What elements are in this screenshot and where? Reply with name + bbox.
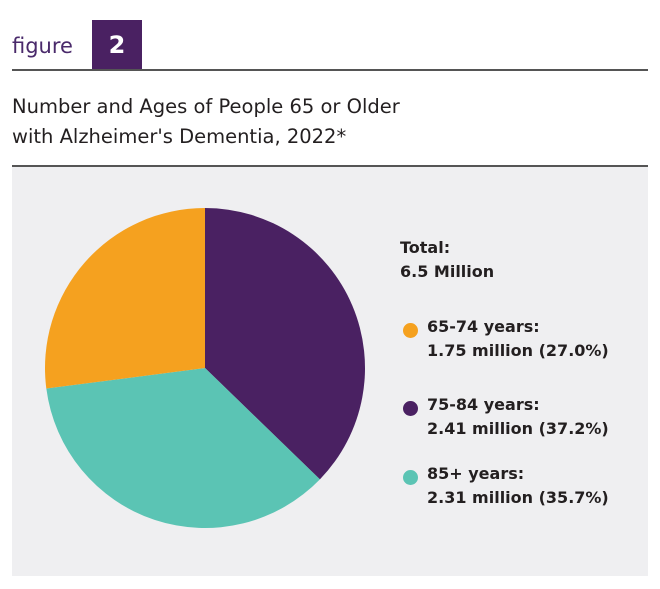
- legend-swatch-65-74: [403, 323, 418, 338]
- chart-title-line-2: with Alzheimer's Dementia, 2022*: [12, 125, 347, 148]
- legend-value-85-plus: 2.31 million (35.7%): [427, 488, 609, 507]
- legend: Total: 6.5 Million 65-74 years: 1.75 mil…: [400, 236, 650, 507]
- pie-slice-75-84: [205, 208, 366, 480]
- top-divider: [12, 69, 648, 71]
- legend-range-65-74: 65-74 years:: [427, 317, 540, 336]
- legend-swatch-75-84: [403, 401, 418, 416]
- pie-slice-65-74: [45, 208, 205, 389]
- figure-number-badge: 2: [92, 20, 142, 70]
- chart-title-line-1: Number and Ages of People 65 or Older: [12, 95, 400, 118]
- chart-title: Number and Ages of People 65 or Older wi…: [12, 92, 632, 152]
- legend-swatch-85-plus: [403, 470, 418, 485]
- legend-range-85-plus: 85+ years:: [427, 464, 525, 483]
- legend-value-65-74: 1.75 million (27.0%): [427, 341, 609, 360]
- title-divider: [12, 165, 648, 167]
- legend-total-label: Total:: [400, 238, 451, 257]
- figure-label: figure: [12, 34, 73, 58]
- pie-slice-85-plus: [46, 368, 320, 529]
- legend-value-75-84: 2.41 million (37.2%): [427, 419, 609, 438]
- legend-total-value: 6.5 Million: [400, 262, 495, 281]
- legend-range-75-84: 75-84 years:: [427, 395, 540, 414]
